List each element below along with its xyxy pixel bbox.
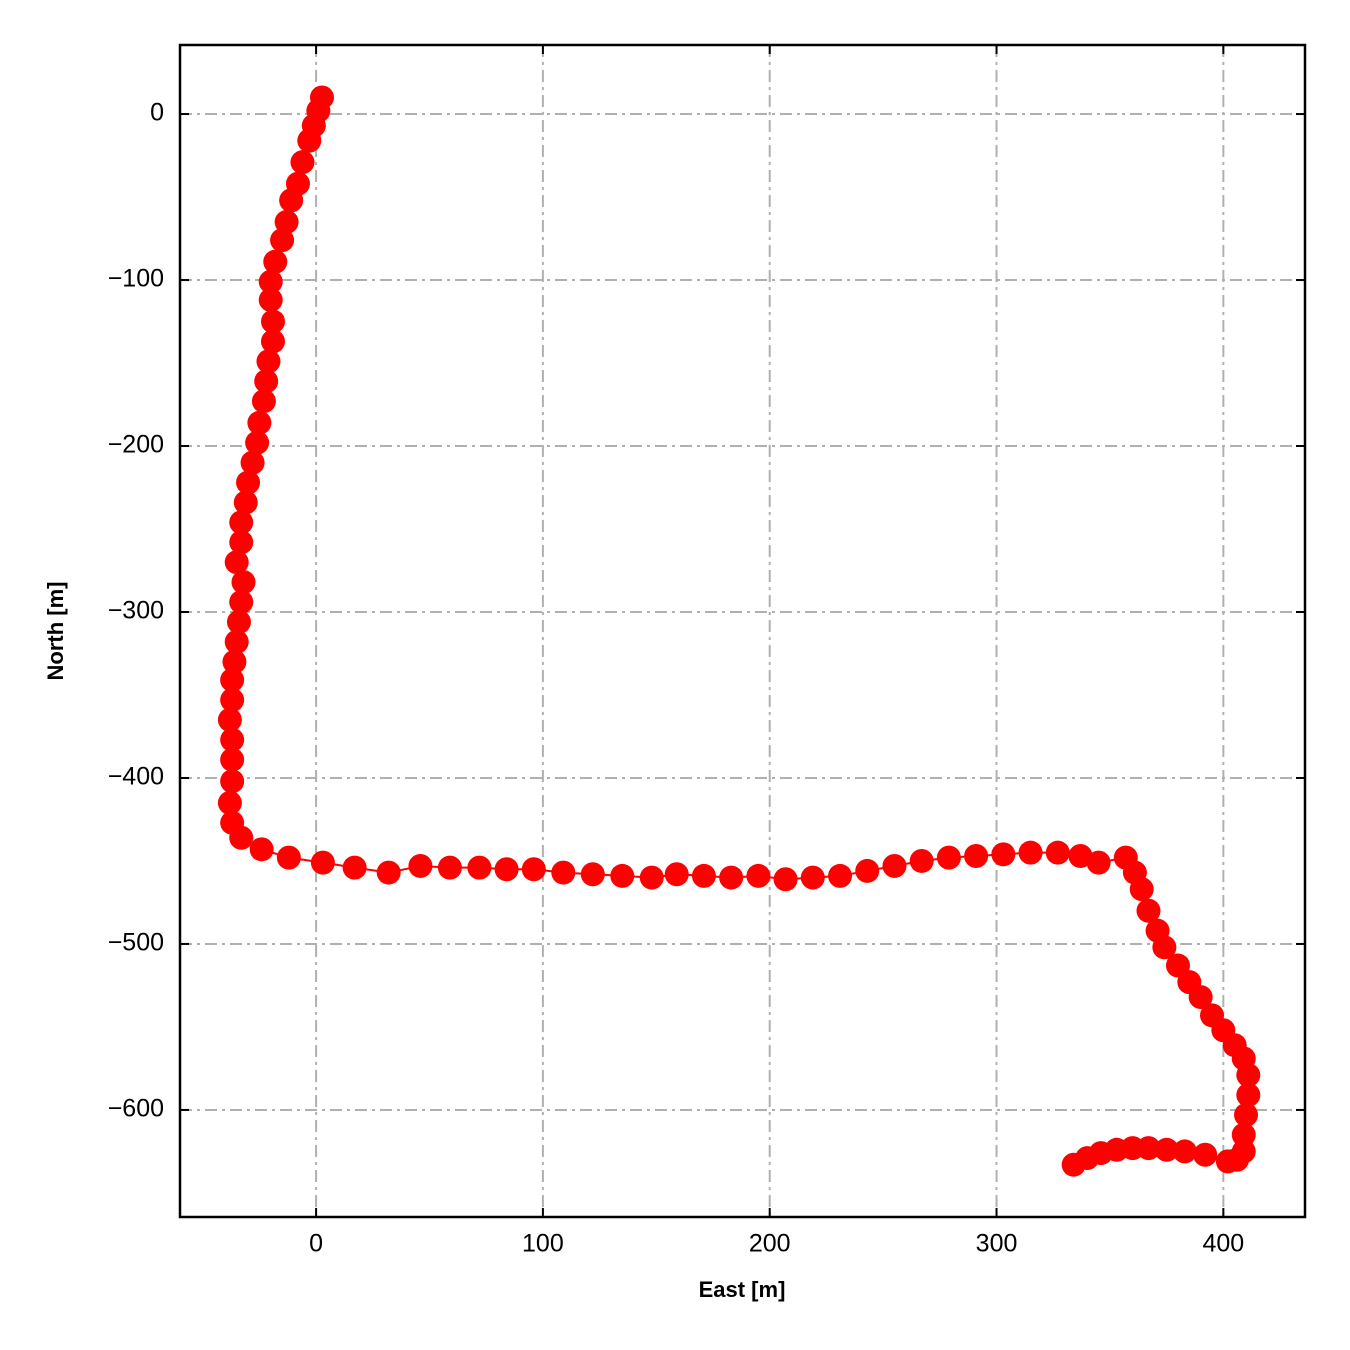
point — [828, 863, 853, 888]
point — [773, 867, 798, 892]
point — [279, 188, 304, 213]
y-tick-label: −200 — [108, 431, 164, 459]
point — [376, 860, 401, 885]
point — [229, 590, 254, 615]
point — [270, 228, 295, 253]
point — [1234, 1102, 1259, 1127]
point — [1172, 1139, 1197, 1164]
point — [310, 850, 335, 875]
point — [226, 609, 251, 634]
point — [437, 855, 462, 880]
point — [1136, 898, 1161, 923]
point — [220, 769, 245, 794]
point — [639, 865, 664, 890]
point — [254, 369, 279, 394]
point — [236, 470, 261, 495]
point — [746, 863, 771, 888]
point — [217, 707, 242, 732]
point — [245, 430, 270, 455]
point — [224, 550, 249, 575]
plot-frame — [178, 43, 1307, 1219]
point — [274, 209, 299, 234]
point — [231, 570, 256, 595]
point — [260, 309, 285, 334]
point — [1152, 935, 1177, 960]
point — [222, 649, 247, 674]
x-tick-label: 100 — [522, 1230, 564, 1258]
point — [224, 629, 249, 654]
point — [229, 825, 254, 850]
point — [855, 858, 880, 883]
point — [1236, 1063, 1261, 1088]
point — [1215, 1149, 1240, 1174]
point — [229, 530, 254, 555]
point — [217, 790, 242, 815]
point — [1188, 985, 1213, 1010]
point — [297, 128, 322, 153]
point — [936, 845, 961, 870]
point — [882, 853, 907, 878]
y-tick-label: −500 — [108, 929, 164, 957]
y-tick-label: −400 — [108, 763, 164, 791]
point — [220, 668, 245, 693]
point — [258, 269, 283, 294]
point — [909, 848, 934, 873]
y-axis-label: North [m] — [43, 582, 68, 681]
point — [249, 837, 274, 862]
point — [1068, 843, 1093, 868]
point — [1061, 1152, 1086, 1177]
y-tick-label: −300 — [108, 597, 164, 625]
point — [991, 842, 1016, 867]
point — [1236, 1083, 1261, 1108]
data — [217, 85, 1261, 1177]
point — [256, 349, 281, 374]
point — [580, 862, 605, 887]
x-tick-label: 400 — [1202, 1230, 1244, 1258]
point — [260, 329, 285, 354]
point — [610, 863, 635, 888]
point — [719, 865, 744, 890]
point — [467, 855, 492, 880]
point — [258, 287, 283, 312]
point — [691, 863, 716, 888]
x-tick-label: 300 — [976, 1230, 1018, 1258]
y-tick-label: −100 — [108, 265, 164, 293]
y-tick-label: 0 — [150, 99, 164, 127]
point — [964, 843, 989, 868]
point — [1154, 1137, 1179, 1162]
y-tick-label: −600 — [108, 1095, 164, 1123]
point — [1086, 850, 1111, 875]
point — [263, 249, 288, 274]
point — [220, 727, 245, 752]
point — [220, 687, 245, 712]
point — [494, 857, 519, 882]
point — [800, 865, 825, 890]
point — [1231, 1122, 1256, 1147]
point — [551, 860, 576, 885]
point — [233, 490, 258, 515]
x-axis-label: East [m] — [699, 1277, 786, 1302]
point — [229, 510, 254, 535]
point — [1045, 840, 1070, 865]
point — [664, 862, 689, 887]
x-tick-label: 200 — [749, 1230, 791, 1258]
point — [290, 150, 315, 175]
point — [276, 845, 301, 870]
point — [408, 853, 433, 878]
point — [521, 857, 546, 882]
point — [251, 389, 276, 414]
point — [1018, 840, 1043, 865]
point — [342, 855, 367, 880]
x-tick-label: 0 — [309, 1230, 323, 1258]
point — [1193, 1142, 1218, 1167]
point — [240, 450, 265, 475]
point — [247, 410, 272, 435]
point — [1129, 877, 1154, 902]
point — [220, 747, 245, 772]
